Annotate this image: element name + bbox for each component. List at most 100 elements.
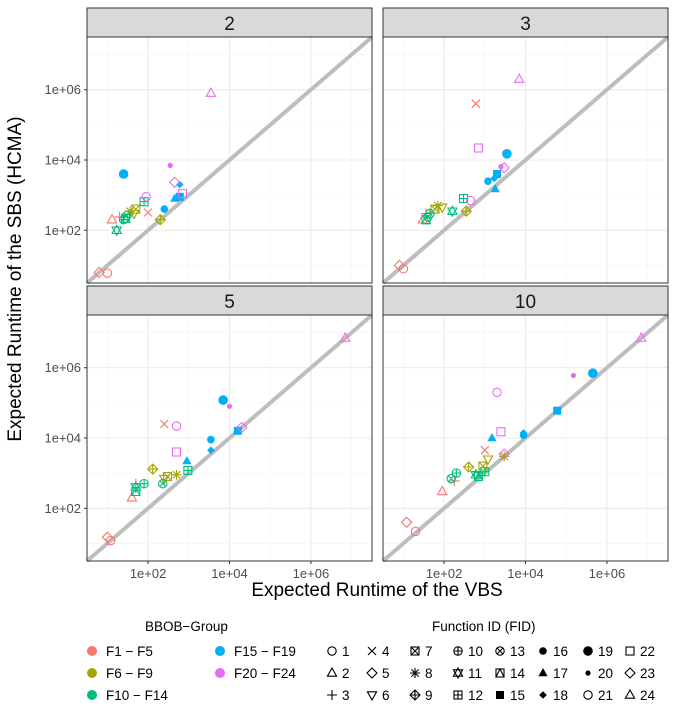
data-point-fid-15 <box>175 192 184 201</box>
legend-fid-label: 13 <box>510 644 525 659</box>
data-point-fid-8 <box>125 206 135 217</box>
x-tick-label: 1e+02 <box>130 566 167 581</box>
panel-strip <box>382 285 669 316</box>
data-point-fid-23 <box>236 421 248 434</box>
data-point-fid-22 <box>496 427 506 437</box>
legend-fid-shape <box>496 691 504 699</box>
panel-strip <box>382 7 669 38</box>
legend-fid-label: 20 <box>598 666 613 681</box>
data-point-fid-12 <box>139 197 149 207</box>
data-point-fid-24 <box>339 331 351 342</box>
legend-fid-shape <box>327 690 337 700</box>
legend-fid-shape <box>366 667 378 679</box>
y-tick-label: 1e+04 <box>44 431 81 446</box>
data-point-fid-18 <box>490 174 498 183</box>
legend-fid-shape <box>366 691 378 702</box>
legend-group-label: F6 − F9 <box>106 666 153 681</box>
legend-fid-label: 16 <box>553 644 568 659</box>
data-point-fid-24 <box>635 331 647 342</box>
y-tick-label: 1e+04 <box>44 153 81 168</box>
legend-fid-label: 8 <box>425 666 433 681</box>
legend-fid-item: 1 <box>327 644 350 659</box>
data-point-fid-16 <box>484 177 492 185</box>
legend-fid-shape <box>326 666 338 677</box>
data-point-fid-9 <box>154 213 167 226</box>
legend-fid-label: 17 <box>553 666 568 681</box>
legend-fid-item: 3 <box>327 688 350 703</box>
legend-fid-shape <box>539 647 547 655</box>
data-point-fid-11 <box>446 205 458 218</box>
legend-fid-label: 2 <box>342 666 350 681</box>
y-tick-label: 1e+02 <box>44 501 81 516</box>
data-point-fid-5 <box>101 531 114 543</box>
legend-fid-shape <box>327 646 337 656</box>
data-point-fid-7 <box>478 461 488 471</box>
legend-group-item: F6 − F9 <box>87 666 153 681</box>
data-point-fid-17 <box>490 184 500 193</box>
panel-strip-label: 2 <box>224 14 235 35</box>
legend-fid-shape <box>453 690 463 700</box>
data-point-fid-10 <box>139 478 149 489</box>
data-point-fid-9 <box>460 205 472 217</box>
legend-fid-label: 14 <box>510 666 526 681</box>
data-point-fid-12 <box>183 465 193 475</box>
data-point-fid-9 <box>462 461 475 473</box>
legend-group-label: F10 − F14 <box>106 688 168 703</box>
legend-fid-shape <box>625 646 635 656</box>
data-point-fid-15 <box>553 406 562 415</box>
data-point-fid-19 <box>118 169 129 179</box>
legend-fid-label: 1 <box>342 644 350 659</box>
legend-fid-shape <box>367 646 377 656</box>
data-point-fid-18 <box>176 180 184 189</box>
legend-bbob-group: BBOB−Group F1 − F5 F6 − F9 F10 − F14 F15 − F… <box>87 619 296 703</box>
legend-group-label: F1 − F5 <box>106 644 153 659</box>
legend-fid-shape <box>624 667 636 679</box>
x-tick-label: 1e+02 <box>426 566 463 581</box>
legend-swatch <box>215 668 225 678</box>
panel-5: 5 1e+02 1e+04 1e+06 1e+02 1e+04 1e+06 <box>44 285 374 581</box>
data-point-fid-17 <box>182 456 192 465</box>
data-point-fid-22 <box>171 447 182 457</box>
legend-swatch <box>87 668 97 678</box>
data-point-fid-2 <box>436 485 448 496</box>
legend-fid-label: 10 <box>468 644 483 659</box>
data-point-fid-18 <box>207 446 215 454</box>
legend-fid-label: 21 <box>598 688 613 703</box>
legend-fid-item: 12 <box>453 688 483 703</box>
data-point-fid-19 <box>502 149 512 159</box>
legend-group-item: F1 − F5 <box>87 644 153 659</box>
legend-fid-item: 10 <box>453 644 483 659</box>
legend-group-title: BBOB−Group <box>145 619 228 634</box>
y-tick-label: 1e+02 <box>44 223 81 238</box>
data-point-fid-20 <box>570 372 576 379</box>
legend-fid-item: 14 <box>495 666 526 681</box>
legend-fid-label: 18 <box>553 688 568 703</box>
data-point-fid-2 <box>106 213 118 224</box>
legend-fid-item: 19 <box>583 644 613 659</box>
legend-fid-label: 24 <box>640 688 656 703</box>
legend-swatch <box>87 690 97 700</box>
data-point-fid-9 <box>146 463 159 475</box>
legend-fid-shape <box>539 691 547 699</box>
legend-fid-item: 7 <box>410 644 433 659</box>
legend-fid-item: 8 <box>410 666 433 681</box>
legend-fid-item: 13 <box>495 644 525 659</box>
y-axis-title: Expected Runtime of the SBS (HCMA) <box>5 116 26 441</box>
data-point-fid-5 <box>93 266 105 279</box>
legend-fid-label: 12 <box>468 688 483 703</box>
x-tick-label: 1e+06 <box>293 566 330 581</box>
data-point-fid-12 <box>480 467 490 477</box>
legend-fid-item: 22 <box>625 644 655 659</box>
data-point-fid-14 <box>120 213 131 223</box>
points <box>393 72 525 274</box>
data-point-fid-14 <box>130 486 141 497</box>
data-point-fid-22 <box>177 189 188 199</box>
points <box>400 331 647 537</box>
facet-panels: 2 1e+02 1e+04 1e+06 3 5 1e+02 1e+04 1e+06 1e+02 1e… <box>44 7 670 581</box>
legend-fid-label: 7 <box>425 644 433 659</box>
y-tick-label: 1e+06 <box>44 82 81 97</box>
data-point-fid-16 <box>207 435 215 444</box>
data-point-fid-8 <box>499 451 510 462</box>
y-tick-label: 1e+06 <box>44 360 81 375</box>
legend-group-item: F15 − F19 <box>215 644 296 659</box>
